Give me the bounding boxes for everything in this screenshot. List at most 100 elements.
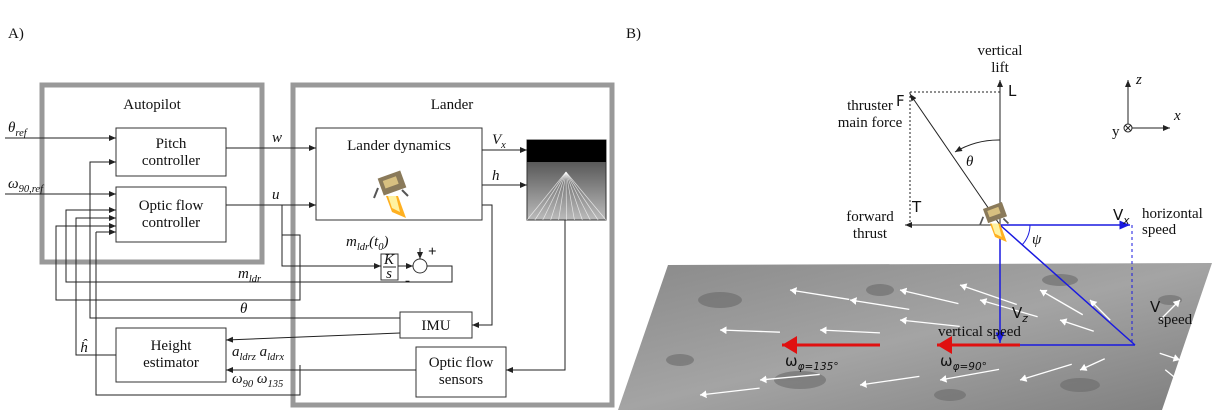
flow-vector (789, 287, 850, 301)
label-part: φ=135° (798, 361, 839, 373)
lunar-surface (618, 263, 1212, 410)
autopilot-frame (39, 82, 265, 265)
label-line: speed (1142, 222, 1177, 238)
optic-box (115, 186, 227, 243)
wires (5, 135, 566, 396)
camera-line (565, 171, 567, 221)
label-part: ω (785, 352, 798, 370)
flow-vector (1039, 289, 1084, 316)
imu-label: IMU (421, 318, 450, 334)
label-line: forward (846, 209, 894, 225)
label-line: horizontal (1142, 206, 1203, 222)
label-part: ω (253, 371, 267, 387)
flow-vector (1089, 299, 1111, 321)
label-part: ldr (249, 274, 262, 285)
minus-sign: - (405, 273, 410, 289)
flow-vector (899, 287, 959, 305)
flow-vector (1079, 358, 1106, 371)
label-part: ω (940, 352, 953, 370)
h-label: h (492, 168, 500, 184)
label-line: thrust (853, 226, 888, 242)
flow-vector (1019, 363, 1072, 382)
theta-label: θ (240, 301, 248, 317)
flow-vector (859, 375, 920, 388)
sensors-box (415, 346, 507, 398)
v-label: V (1150, 298, 1161, 316)
vx-label: Vx (492, 132, 506, 151)
l-label: L (1008, 82, 1017, 100)
flow-vector (959, 283, 1017, 306)
mldr-label: mldr (238, 266, 262, 285)
x-label: x (1173, 108, 1181, 124)
mldr-t0-label: mldr(t0) (346, 234, 389, 253)
panel-b (618, 80, 1212, 410)
t-label: T (911, 198, 922, 216)
flow-vector (1159, 299, 1181, 321)
pitch-box (115, 127, 227, 177)
label-part: x (1122, 215, 1130, 227)
label-part: ω (232, 371, 243, 387)
imu-box (399, 311, 473, 339)
accel-label: aldrz aldrx (232, 344, 284, 363)
label-part: 90,ref (19, 184, 45, 195)
camera-line (550, 171, 567, 221)
k-label: K (383, 252, 395, 268)
speed-label: speed (1158, 312, 1193, 328)
label-part: a (232, 344, 240, 360)
flow-vector (699, 387, 760, 399)
label-part: ldrx (267, 352, 284, 363)
label-part: 0 (378, 242, 384, 253)
plus-sign: + (428, 244, 437, 260)
y-axis-cross (1124, 124, 1132, 132)
vertical-speed-label: vertical speed (938, 324, 1021, 340)
vz-label: Vz (1012, 304, 1028, 325)
psi-label: ψ (1032, 232, 1042, 248)
camera-line (565, 171, 591, 221)
omega135-label: ωφ=135° (785, 352, 839, 373)
h-hat-label: ĥ (80, 339, 88, 356)
label-part: ldrz (240, 352, 256, 363)
height-box (115, 327, 227, 383)
camera-line (526, 171, 567, 221)
omegas-label: ω90 ω135 (232, 371, 283, 390)
label-part: 90 (243, 379, 254, 390)
label-part: V (1012, 304, 1023, 322)
dynamics-label: Lander dynamics (347, 138, 451, 154)
label-part: z (1021, 313, 1028, 325)
theta-b-label: θ (966, 154, 974, 170)
label-line: controller (142, 153, 200, 169)
label-line: main force (838, 115, 903, 131)
vx-b-label: Vx (1113, 206, 1130, 227)
label-part: ) (383, 234, 389, 250)
camera-line (558, 171, 567, 221)
y-label: y (1112, 124, 1120, 140)
f-label: F (896, 92, 905, 110)
panel-label: A) (8, 26, 24, 42)
z-label: z (1135, 72, 1142, 88)
label-line: thruster (847, 98, 893, 114)
camera-line (565, 171, 599, 221)
camera-line (534, 171, 567, 221)
camera-line (565, 171, 583, 221)
horizontal-label: horizontal speed (1142, 206, 1203, 238)
label-part: 135 (267, 379, 283, 390)
lander-title: Lander (431, 97, 473, 113)
lander-frame (290, 82, 615, 408)
u-label: u (272, 187, 280, 203)
label-part: m (346, 234, 357, 250)
label-line: vertical (978, 43, 1023, 59)
flow-vector (939, 368, 1000, 383)
label-line: sensors (439, 372, 483, 388)
omega90-label: ωφ=90° (940, 352, 987, 373)
autopilot-title: Autopilot (123, 97, 181, 113)
force-projection (909, 91, 1000, 225)
label-part: (t (369, 234, 379, 250)
camera-line (565, 171, 607, 221)
lift-label: vertical lift (978, 43, 1023, 76)
label-part: φ=90° (953, 361, 987, 373)
label-part: m (238, 266, 249, 282)
label-line: Pitch (156, 136, 187, 152)
label-part: V (1113, 206, 1124, 224)
theta-ref: θref (8, 120, 29, 139)
flow-vector (819, 326, 880, 335)
